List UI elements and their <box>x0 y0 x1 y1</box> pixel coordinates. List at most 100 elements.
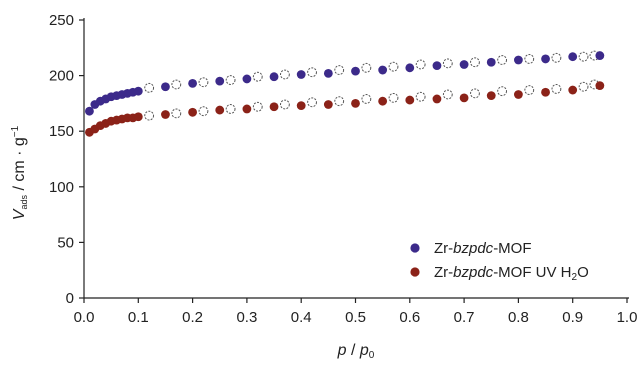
x-axis-symbol: p <box>337 342 347 359</box>
adsorption-point <box>296 101 306 111</box>
legend-label-1: Zr-bzpdc-MOF <box>434 240 532 257</box>
desorption-point <box>171 108 182 119</box>
adsorption-point <box>161 82 170 92</box>
series-1 <box>85 50 605 116</box>
y-axis-symbol: V <box>11 208 28 220</box>
desorption-point <box>280 99 290 110</box>
adsorption-point <box>188 107 198 117</box>
adsorption-point <box>514 90 523 99</box>
series-2 <box>85 79 605 137</box>
desorption-point <box>252 101 263 112</box>
desorption-point <box>171 79 182 90</box>
adsorption-point <box>595 51 605 60</box>
x-tick-label: 0.5 <box>345 309 366 326</box>
y-tick-label: 250 <box>49 12 74 29</box>
desorption-point <box>144 82 155 93</box>
adsorption-point <box>432 94 442 104</box>
adsorption-point <box>378 65 388 75</box>
legend-marker-1 <box>410 243 420 253</box>
desorption-point <box>280 69 290 80</box>
y-axis-unit: / cm · g <box>11 137 28 195</box>
y-tick-label: 100 <box>49 179 74 196</box>
x-axis-subscript: 0 <box>369 350 375 361</box>
desorption-point <box>361 62 372 73</box>
x-tick-label: 0.0 <box>74 309 95 326</box>
adsorption-point <box>215 105 225 115</box>
x-axis-title: p / p0 <box>337 342 375 361</box>
adsorption-point <box>85 106 94 116</box>
adsorption-point <box>242 104 252 114</box>
desorption-point <box>524 85 535 95</box>
adsorption-point <box>133 112 143 122</box>
adsorption-point <box>486 91 496 101</box>
y-axis-subscript: ads <box>19 195 29 210</box>
y-tick-label: 0 <box>66 290 74 307</box>
x-tick-label: 0.9 <box>562 309 583 326</box>
y-tick-label: 50 <box>57 234 74 251</box>
desorption-point <box>388 61 399 72</box>
y-tick-label: 150 <box>49 123 74 140</box>
desorption-point <box>497 55 508 65</box>
adsorption-point <box>459 93 469 103</box>
adsorption-point <box>323 68 333 78</box>
x-axis-separator: / <box>347 342 360 359</box>
desorption-point <box>388 92 399 103</box>
desorption-point <box>470 57 480 68</box>
adsorption-point <box>242 74 252 84</box>
legend-entry-2: Zr-bzpdc-MOF UV H2O <box>410 264 589 283</box>
desorption-point <box>497 86 508 97</box>
x-ticks: 0.0 0.1 0.2 0.3 0.4 0.5 0.6 0.7 0.8 0.9 1.0 <box>74 298 638 326</box>
adsorption-point <box>161 110 170 119</box>
adsorption-point <box>595 81 605 91</box>
adsorption-point <box>405 63 415 73</box>
desorption-point <box>361 94 372 104</box>
desorption-point <box>415 91 426 102</box>
y-tick-label: 200 <box>49 68 74 85</box>
adsorption-point <box>188 78 198 88</box>
adsorption-point <box>323 100 333 109</box>
adsorption-point <box>514 55 523 65</box>
x-tick-label: 0.2 <box>182 309 203 326</box>
adsorption-point <box>486 57 496 67</box>
desorption-point <box>307 67 317 78</box>
axes: 0.0 0.1 0.2 0.3 0.4 0.5 0.6 0.7 0.8 0.9 1.0 0 50 100… <box>49 12 637 326</box>
desorption-point <box>225 104 236 114</box>
desorption-point <box>198 77 209 88</box>
desorption-point <box>551 52 562 63</box>
desorption-point <box>252 71 263 82</box>
legend-entry-1: Zr-bzpdc-MOF <box>410 240 532 257</box>
x-tick-label: 0.4 <box>291 309 312 326</box>
x-tick-label: 0.6 <box>399 309 420 326</box>
x-tick-label: 0.3 <box>236 309 257 326</box>
adsorption-point <box>351 66 360 76</box>
desorption-point <box>144 110 155 121</box>
adsorption-point <box>405 95 415 105</box>
adsorption-point <box>541 54 550 64</box>
y-axis-title: Vads / cm · g−1 <box>10 125 29 220</box>
y-ticks: 0 50 100 150 200 250 <box>49 12 84 307</box>
desorption-point <box>578 51 589 62</box>
desorption-point <box>551 84 562 94</box>
desorption-point <box>442 58 453 69</box>
adsorption-point <box>296 70 306 79</box>
adsorption-point <box>351 99 360 108</box>
desorption-point <box>524 54 535 64</box>
x-tick-label: 0.1 <box>128 309 149 326</box>
desorption-point <box>225 75 236 85</box>
desorption-point <box>470 88 480 99</box>
x-tick-label: 1.0 <box>617 309 638 326</box>
adsorption-point <box>269 102 279 112</box>
data-points <box>85 50 605 137</box>
legend-marker-2 <box>410 267 420 277</box>
legend: Zr-bzpdc-MOF Zr-bzpdc-MOF UV H2O <box>410 240 589 283</box>
desorption-point <box>307 97 317 108</box>
adsorption-point <box>541 87 550 97</box>
desorption-point <box>578 81 589 92</box>
adsorption-point <box>269 72 279 82</box>
legend-label-2: Zr-bzpdc-MOF UV H2O <box>434 264 589 283</box>
desorption-point <box>415 59 426 70</box>
desorption-point <box>198 106 209 117</box>
adsorption-point <box>459 60 469 69</box>
x-tick-label: 0.7 <box>454 309 475 326</box>
